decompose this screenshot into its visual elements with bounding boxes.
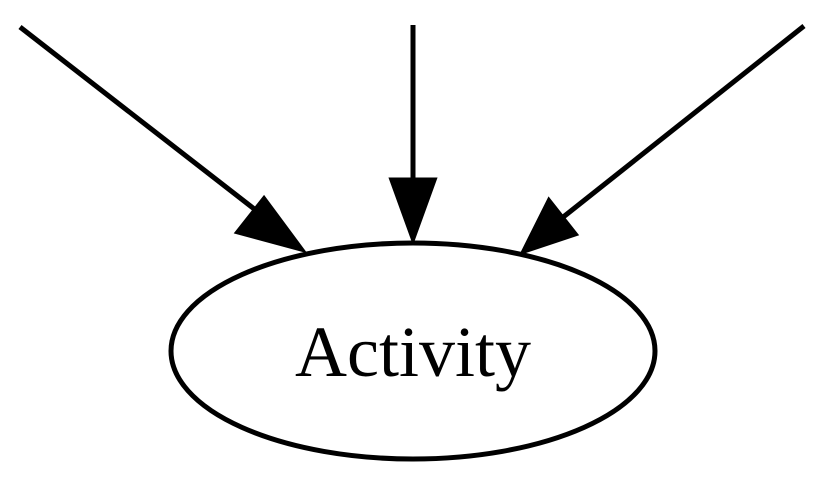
arrowhead-center-icon [388,177,438,246]
node-label: Activity [295,312,531,392]
incoming-edge-right [519,24,806,256]
node-ellipse [168,240,658,462]
incoming-edge-center [388,25,438,246]
arrowhead-right-icon [519,196,580,256]
arrowhead-left-icon [233,194,308,254]
activity-node: Activity [168,240,658,462]
incoming-edge-left [18,25,308,254]
